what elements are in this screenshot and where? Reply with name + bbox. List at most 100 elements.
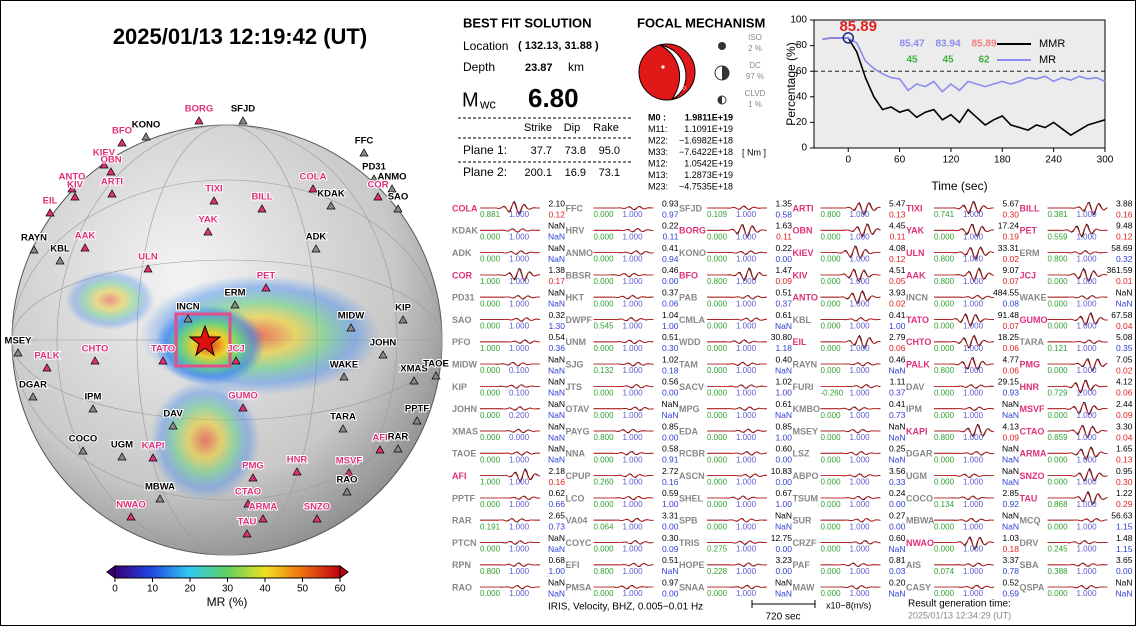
station-marker bbox=[42, 363, 52, 372]
ratio: 0.00 bbox=[775, 477, 792, 487]
station-name: RPN bbox=[452, 560, 471, 570]
station-name: CHTO bbox=[906, 337, 931, 347]
ratio: 0.09 bbox=[1002, 432, 1019, 442]
component-label: ISO bbox=[748, 33, 762, 42]
correlation: 0.000 bbox=[594, 277, 615, 286]
weight: 1.000 bbox=[850, 589, 871, 598]
correlation: 0.000 bbox=[594, 389, 615, 398]
amplitude: 3.56 bbox=[889, 466, 906, 476]
waveform-synthetic bbox=[480, 362, 540, 367]
correlation: 0.134 bbox=[934, 500, 955, 509]
cell: 37.7 bbox=[531, 145, 552, 157]
weight: 1.000 bbox=[1077, 567, 1098, 576]
ratio: 0.06 bbox=[1002, 343, 1019, 353]
station-name: TIXI bbox=[906, 203, 923, 213]
weight: 1.000 bbox=[623, 478, 644, 487]
station-name: BBSR bbox=[566, 270, 592, 280]
weight: 1.000 bbox=[736, 411, 757, 420]
waveform-synthetic bbox=[593, 250, 654, 255]
correlation: 0.000 bbox=[707, 500, 728, 509]
correlation: 0.000 bbox=[1048, 366, 1069, 375]
waveform-synthetic bbox=[707, 495, 767, 500]
weight: 1.000 bbox=[850, 455, 871, 464]
correlation: 0.000 bbox=[934, 299, 955, 308]
correlation: 0.000 bbox=[934, 344, 955, 353]
amplitude: NaN bbox=[1002, 510, 1019, 520]
weight: 1.000 bbox=[509, 500, 530, 509]
waveform-synthetic bbox=[480, 406, 540, 411]
station-name: MCQ bbox=[1020, 516, 1041, 526]
station-name: AIS bbox=[906, 560, 921, 570]
ratio: NaN bbox=[1002, 410, 1019, 420]
waveform-synthetic bbox=[480, 228, 540, 233]
amplitude: NaN bbox=[661, 399, 678, 409]
correlation: 0.000 bbox=[1048, 299, 1069, 308]
weight: 1.000 bbox=[963, 299, 984, 308]
ratio: 0.17 bbox=[548, 276, 565, 286]
station-name: CTAO bbox=[1020, 426, 1045, 436]
ratio: 0.00 bbox=[662, 276, 679, 286]
station-name: NWAO bbox=[906, 538, 934, 548]
waveform-synthetic bbox=[934, 268, 995, 280]
station-label: PET bbox=[257, 271, 276, 282]
correlation: 0.000 bbox=[934, 589, 955, 598]
waveform-synthetic bbox=[934, 537, 995, 549]
weight: 1.000 bbox=[623, 411, 644, 420]
station-label: COLA bbox=[300, 172, 327, 183]
station-label: PPTF bbox=[405, 404, 429, 415]
waveform-synthetic bbox=[934, 406, 995, 411]
amplitude: NaN bbox=[775, 510, 792, 520]
ratio: NaN bbox=[1115, 298, 1132, 308]
correlation: 0.000 bbox=[707, 433, 728, 442]
station-name: SPB bbox=[679, 516, 698, 526]
correlation: 0.000 bbox=[707, 522, 728, 531]
station-marker bbox=[158, 356, 168, 365]
waveform-synthetic bbox=[934, 562, 994, 567]
station-label: XMAS bbox=[400, 364, 427, 375]
ratio: 0.92 bbox=[1002, 499, 1019, 509]
amplitude: 0.30 bbox=[662, 533, 679, 543]
weight: 1.000 bbox=[736, 567, 757, 576]
amplitude: 0.41 bbox=[662, 243, 679, 253]
station-name: DGAR bbox=[906, 449, 933, 459]
amplitude: 1.48 bbox=[1116, 533, 1133, 543]
ratio: 0.35 bbox=[1116, 343, 1133, 353]
waveform-synthetic bbox=[820, 585, 881, 590]
correlation: 0.559 bbox=[1048, 232, 1069, 241]
correlation: 0.000 bbox=[821, 299, 842, 308]
station-marker bbox=[373, 192, 383, 201]
station-name: TSUM bbox=[793, 493, 819, 503]
waveform-synthetic bbox=[480, 469, 541, 481]
waveform-synthetic bbox=[934, 336, 995, 348]
globe bbox=[11, 124, 443, 556]
station-name: MIDW bbox=[452, 359, 477, 369]
station-label: TAOE bbox=[423, 359, 449, 370]
waveform-synthetic bbox=[480, 429, 541, 433]
stat-label: 85.89 bbox=[971, 39, 996, 50]
weight: 1.000 bbox=[963, 344, 984, 353]
weight: 1.000 bbox=[509, 478, 530, 487]
station-marker bbox=[387, 184, 397, 193]
station-marker bbox=[107, 189, 117, 198]
stat-label: 83.94 bbox=[935, 39, 960, 50]
station-name: SFJD bbox=[679, 203, 703, 213]
weight: 1.000 bbox=[623, 232, 644, 241]
station-name: PTCN bbox=[452, 538, 477, 548]
station-label: PD31 bbox=[362, 162, 386, 173]
weight: 1.000 bbox=[1077, 545, 1098, 554]
amplitude: NaN bbox=[548, 287, 565, 297]
amplitude: 0.46 bbox=[889, 354, 906, 364]
component-label: DC bbox=[749, 61, 761, 70]
station-name: PAYG bbox=[566, 426, 590, 436]
waveform-synthetic bbox=[934, 247, 995, 259]
waveform-synthetic bbox=[820, 473, 881, 478]
correlation: 0.800 bbox=[934, 277, 955, 286]
ratio: 0.00 bbox=[775, 566, 792, 576]
amplitude: 1.63 bbox=[775, 221, 792, 231]
station-label: SFJD bbox=[231, 104, 255, 115]
colorbar-tick-label: 10 bbox=[147, 584, 159, 595]
ratio: NaN bbox=[775, 521, 792, 531]
station-name: RAR bbox=[452, 516, 472, 526]
waveform-synthetic bbox=[1047, 447, 1108, 459]
station-name: DRV bbox=[1020, 538, 1039, 548]
